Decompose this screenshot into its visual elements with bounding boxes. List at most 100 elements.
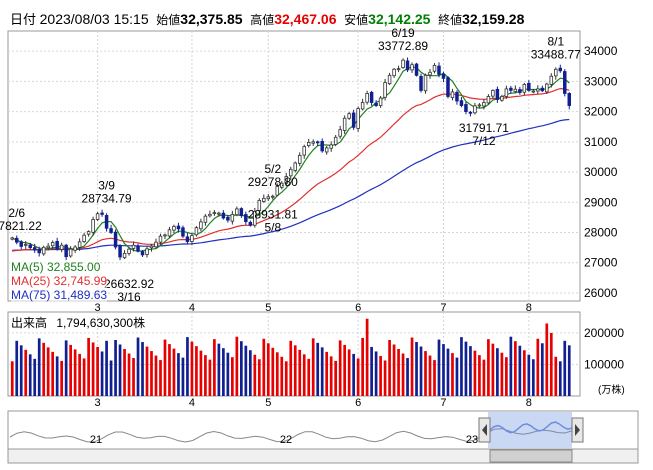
- navigator-x-axis: 21 22 23: [90, 434, 478, 446]
- candle-body-up: [154, 241, 158, 248]
- candle: [262, 194, 266, 203]
- volume-bar-up: [280, 356, 284, 396]
- volume-bar-up: [536, 338, 540, 396]
- candle: [181, 225, 185, 239]
- ma5-legend: MA(5) 32,855.00: [11, 260, 101, 274]
- volume-bar-down: [374, 351, 378, 396]
- candle: [275, 183, 280, 197]
- candle-body-down: [136, 245, 140, 252]
- candle-body-down: [540, 87, 545, 92]
- candle-body-up: [347, 113, 351, 119]
- volume-bar-up: [505, 357, 508, 396]
- volume-bar-up: [338, 340, 342, 396]
- volume-x-tick-label: 6: [355, 397, 361, 409]
- candle-body-up: [383, 82, 387, 98]
- candle: [441, 71, 446, 83]
- candle: [100, 209, 104, 217]
- candle-body-up: [86, 231, 91, 235]
- candle-body-up: [208, 213, 212, 217]
- candle-body-up: [482, 102, 486, 107]
- volume-bar-up: [365, 318, 369, 396]
- volume-bar-down: [316, 342, 320, 396]
- volume-bar-up: [424, 351, 427, 396]
- navigator-left-handle[interactable]: [478, 417, 491, 443]
- volume-bar-down: [464, 341, 468, 396]
- candle: [410, 62, 414, 73]
- price-y-tick-label: 31000: [584, 135, 618, 149]
- candle: [293, 161, 297, 173]
- volume-bar-up: [343, 344, 347, 396]
- candle-body-down: [140, 251, 145, 256]
- volume-bar-up: [231, 357, 234, 396]
- candle-body-down: [405, 60, 410, 71]
- volume-bar-down: [141, 342, 144, 396]
- volume-bar-down: [177, 353, 180, 396]
- candle: [351, 109, 356, 130]
- volume-bar-up: [356, 358, 360, 396]
- candle: [518, 86, 522, 95]
- volume-bar-down: [33, 358, 37, 396]
- candle: [356, 106, 360, 132]
- candle: [473, 102, 477, 115]
- volume-bar-up: [82, 358, 86, 396]
- volume-bar-down: [222, 348, 225, 396]
- volume-bar-down: [248, 350, 252, 396]
- candle-body-down: [369, 91, 374, 103]
- navigator-right-handle[interactable]: [571, 417, 584, 443]
- candle: [428, 69, 432, 79]
- candle: [59, 242, 64, 253]
- candle: [226, 215, 230, 223]
- candle-body-up: [23, 243, 28, 246]
- volume-bar-down: [531, 359, 535, 396]
- candle-body-down: [19, 241, 23, 247]
- candle-body-up: [199, 221, 203, 230]
- candle-body-down: [468, 111, 473, 114]
- candle: [374, 100, 378, 108]
- candle: [190, 232, 194, 246]
- candle-body-down: [351, 112, 356, 128]
- quote-header: 日付 2023/08/03 15:15 始値32,375.85 高値32,467…: [10, 9, 524, 27]
- volume-bar-up: [482, 359, 486, 396]
- candle-body-up: [293, 162, 297, 171]
- price-annotation: 6/19: [391, 26, 415, 40]
- price-x-tick-label: 7: [440, 302, 446, 314]
- volume-bar-down: [558, 361, 562, 396]
- candle: [450, 88, 455, 101]
- candle: [86, 230, 91, 237]
- candle: [230, 210, 235, 225]
- candle: [68, 246, 73, 258]
- candle: [342, 115, 347, 134]
- volume-bar-down: [496, 348, 499, 396]
- volume-label: 出来高: [11, 316, 48, 330]
- open-value: 32,375.85: [180, 11, 243, 27]
- navigator-selection[interactable]: [488, 412, 572, 448]
- candle: [360, 98, 365, 111]
- candle-body-up: [172, 226, 176, 231]
- volume-bar-up: [325, 351, 329, 396]
- candle-body-down: [221, 212, 226, 219]
- volume-bar-down: [118, 344, 122, 396]
- candle: [522, 82, 527, 96]
- candle-body-up: [217, 212, 221, 215]
- volume-bar-up: [545, 323, 549, 396]
- price-annotation: 33772.89: [378, 39, 428, 53]
- volume-bar-up: [302, 354, 306, 396]
- volume-bar-up: [253, 354, 257, 396]
- candle-body-up: [423, 74, 428, 92]
- candle: [212, 209, 217, 216]
- candle: [459, 97, 464, 108]
- volume-bar-up: [127, 353, 131, 396]
- candle-body-up: [450, 91, 455, 98]
- volume-bar-down: [181, 357, 185, 396]
- candle: [203, 214, 208, 226]
- triangle-left-icon: [482, 424, 487, 436]
- volume-bar-up: [145, 346, 149, 396]
- candle-body-up: [50, 242, 55, 247]
- volume-bar-up: [213, 339, 216, 396]
- navigator-x-tick-label: 21: [90, 434, 102, 446]
- candle: [536, 85, 540, 95]
- navigator-scrollbar-thumb[interactable]: [489, 449, 573, 463]
- candle: [253, 207, 257, 228]
- navigator-scrollbar[interactable]: [7, 448, 639, 464]
- low-label: 安値: [344, 13, 369, 27]
